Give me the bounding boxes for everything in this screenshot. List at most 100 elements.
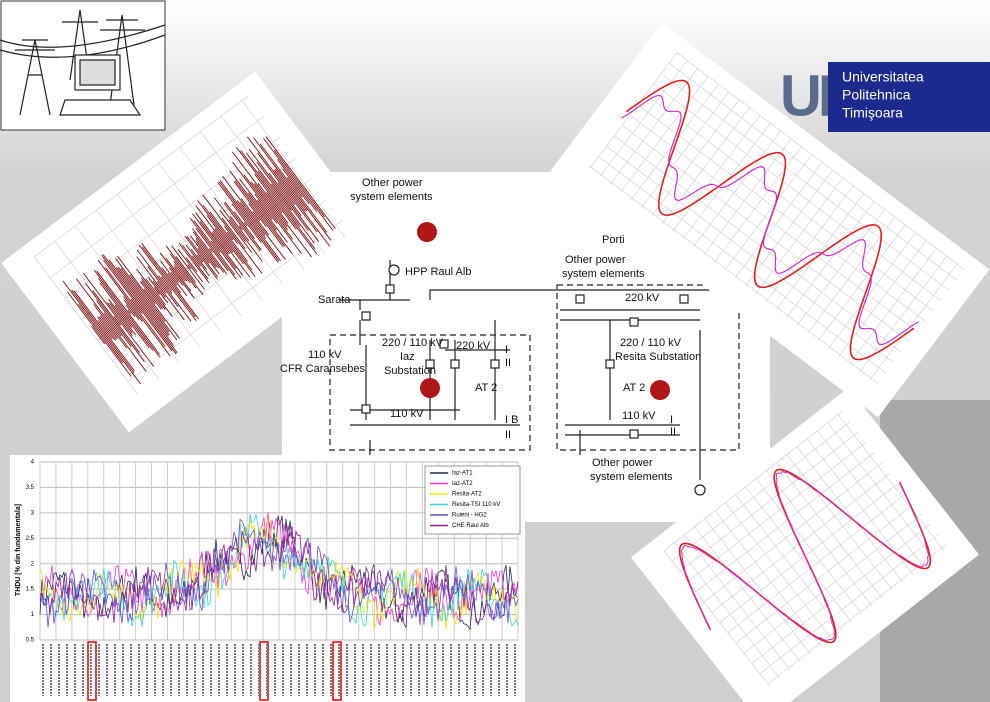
- signal-stroke: [273, 169, 306, 212]
- grid-line: [606, 145, 895, 364]
- signal-stroke: [268, 172, 302, 217]
- signal-stroke: [229, 170, 293, 255]
- grid-line: [766, 470, 873, 607]
- signal-stroke: [247, 136, 331, 247]
- diagram-label: I: [505, 344, 508, 356]
- signal-stroke: [234, 180, 286, 247]
- signal-stroke: [97, 320, 113, 340]
- signal-stroke: [210, 240, 221, 253]
- signal-stroke: [241, 198, 270, 236]
- signal-stroke: [109, 302, 133, 334]
- signal-stroke: [98, 277, 154, 351]
- signal-stroke: [130, 298, 143, 314]
- signal-stroke: [148, 276, 169, 304]
- signal-stroke: [202, 204, 253, 271]
- signal-stroke: [175, 256, 196, 283]
- signal-stroke: [108, 298, 137, 336]
- signal-panel-right: [550, 22, 990, 418]
- signal-stroke: [124, 299, 140, 320]
- signal-stroke: [99, 282, 150, 349]
- grid-line: [817, 430, 924, 567]
- signal-stroke: [160, 260, 188, 297]
- signal-stroke: [147, 265, 179, 307]
- signal-stroke: [78, 303, 124, 363]
- signal-stroke: [189, 235, 220, 275]
- grid-line: [54, 241, 159, 379]
- signal-stroke: [105, 267, 166, 348]
- signal-stroke: [256, 161, 309, 231]
- diagram-label: II: [505, 357, 511, 369]
- signal-stroke: [129, 274, 166, 322]
- y-axis-label: THDU [% din fundamentala]: [15, 504, 22, 596]
- grid-line: [663, 550, 770, 687]
- signal-stroke: [228, 219, 246, 242]
- signal-stroke: [206, 215, 244, 265]
- signal-stroke: [138, 244, 197, 322]
- grid-line: [112, 199, 327, 362]
- signal-stroke: [97, 316, 116, 341]
- substation-diagram: [329, 260, 760, 496]
- grid-line: [137, 178, 242, 317]
- signal-stroke: [97, 260, 171, 357]
- diagram-label: Other power: [362, 177, 423, 189]
- diagram-label: Iaz: [400, 351, 415, 363]
- grid-line: [694, 526, 801, 663]
- signal-stroke: [185, 244, 210, 277]
- signal-stroke: [193, 220, 236, 275]
- y-tick-label: 1.5: [26, 587, 35, 593]
- generator-markers: [417, 222, 670, 400]
- legend-label: CHE Raul Alb: [452, 523, 489, 529]
- legend-label: Ruieni - HG2: [452, 513, 487, 519]
- signal-stroke: [127, 309, 132, 314]
- signal-stroke: [197, 247, 210, 264]
- signal-stroke: [116, 267, 169, 337]
- diagram-label: system elements: [562, 268, 645, 280]
- grid-line: [724, 154, 813, 271]
- grid-line: [590, 166, 879, 384]
- diagram-label: Resita Substation: [615, 351, 701, 363]
- thd-chart: 4 3.5 3 2.5 2 1.5 1 0.5 THDU [% din fundamentala…: [10, 455, 525, 702]
- signal-stroke: [219, 209, 253, 254]
- signal-stroke: [123, 296, 143, 322]
- current-trace: [621, 94, 919, 346]
- signal-stroke: [103, 312, 122, 337]
- diagram-label: Porti: [602, 234, 625, 246]
- signal-stroke: [71, 289, 135, 374]
- signal-stroke: [190, 248, 207, 270]
- signal-stroke: [173, 266, 186, 282]
- grid-line: [786, 201, 875, 318]
- grid-line: [33, 256, 138, 395]
- grid-line: [695, 452, 875, 592]
- thd-trace: [39, 512, 519, 626]
- signal-stroke: [257, 152, 318, 233]
- signal-stroke: [229, 216, 250, 242]
- signal-stroke: [98, 316, 117, 340]
- signal-panel-left: [1, 71, 383, 433]
- grid-line: [65, 136, 280, 299]
- grid-line: [755, 177, 844, 294]
- diagram-label: system elements: [350, 191, 433, 203]
- signal-stroke: [165, 245, 204, 296]
- y-tick-label: 3: [31, 510, 35, 516]
- signal-stroke: [153, 287, 160, 295]
- grid-line: [672, 115, 761, 232]
- signal-stroke: [102, 254, 178, 354]
- signal-panel-bottom: [630, 387, 980, 702]
- grid-line: [117, 194, 222, 332]
- y-tick-label: 4: [31, 460, 35, 466]
- logo-line: Universitatea: [842, 69, 924, 85]
- grid-line: [751, 524, 931, 664]
- signal-stroke: [106, 301, 133, 336]
- signal-stroke: [171, 245, 205, 290]
- diagram-label: Other power: [592, 457, 653, 469]
- signal-stroke: [257, 183, 289, 224]
- diagram-label: II: [505, 429, 511, 441]
- signal-stroke: [239, 202, 266, 236]
- grid-line: [653, 83, 942, 301]
- signal-stroke: [184, 235, 219, 280]
- grid-line: [158, 162, 263, 301]
- signal-stroke: [195, 212, 244, 276]
- signal-stroke: [233, 181, 284, 248]
- grid-line: [817, 224, 906, 341]
